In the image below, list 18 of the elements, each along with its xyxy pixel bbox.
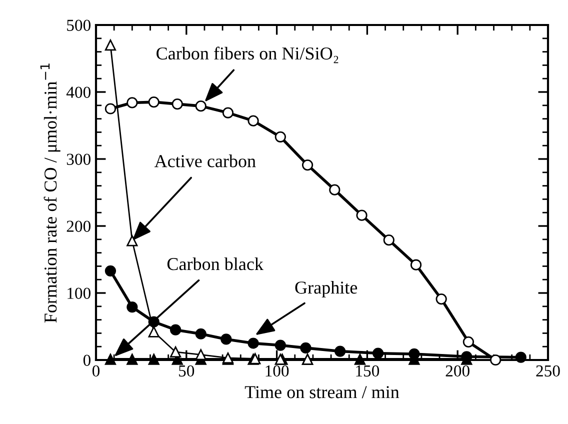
y-tick-label: 0 bbox=[83, 354, 91, 366]
annotation: Carbon black bbox=[167, 257, 264, 270]
x-tick-label: 150 bbox=[356, 365, 380, 377]
x-tick-label: 50 bbox=[179, 365, 194, 377]
annotation: Active carbon bbox=[154, 154, 256, 168]
x-axis-title: Time on stream / min bbox=[244, 386, 400, 398]
y-tick-label: 500 bbox=[67, 20, 91, 31]
y-tick-label: 200 bbox=[66, 220, 91, 232]
y-tick-label: 100 bbox=[68, 288, 91, 299]
x-tick-label: 0 bbox=[92, 365, 100, 377]
x-tick-label: 100 bbox=[266, 365, 289, 377]
y-tick-label: 400 bbox=[66, 86, 91, 98]
y-axis-title: Formation rate of CO / μmol·min$^{−1}$ bbox=[40, 64, 60, 323]
x-tick-label: 250 bbox=[536, 365, 560, 377]
annotation: Carbon fibers on Ni/SiO₂ bbox=[156, 46, 338, 64]
annotation: Graphite bbox=[295, 281, 358, 298]
y-tick-label: 300 bbox=[66, 154, 91, 165]
x-tick-label: 200 bbox=[446, 365, 470, 377]
